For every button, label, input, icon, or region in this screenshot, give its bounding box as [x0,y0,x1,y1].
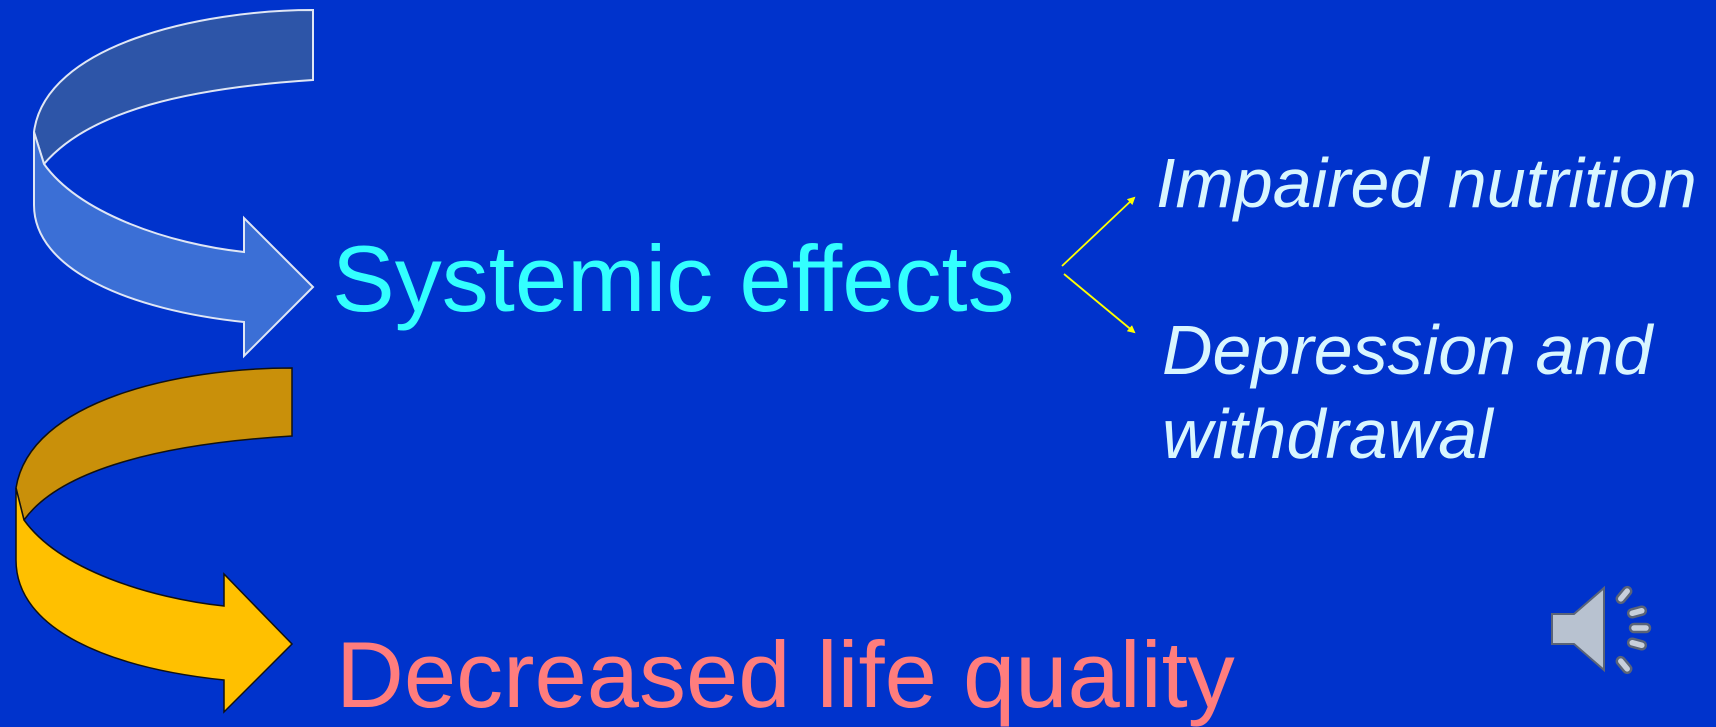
gold-arrow-bottom-band [15,487,294,714]
decreased-life-quality-label: Decreased life quality [336,622,1235,727]
connector-arrow-to-nutrition [1061,196,1136,267]
connector-arrow-to-depression [1063,273,1136,334]
blue-curved-arrow [32,8,315,359]
effect-impaired-nutrition: Impaired nutrition [1156,144,1697,222]
speaker-body [1551,585,1605,673]
systemic-effects-label: Systemic effects [332,226,1015,331]
sound-waves [1615,585,1652,675]
speaker-icon[interactable] [1548,578,1658,680]
gold-arrow-top-band [15,367,293,522]
blue-arrow-bottom-band [33,131,315,359]
blue-arrow-top-band [32,8,314,167]
gold-curved-arrow [15,367,294,714]
effect-depression-withdrawal: Depression and withdrawal [1162,311,1653,473]
